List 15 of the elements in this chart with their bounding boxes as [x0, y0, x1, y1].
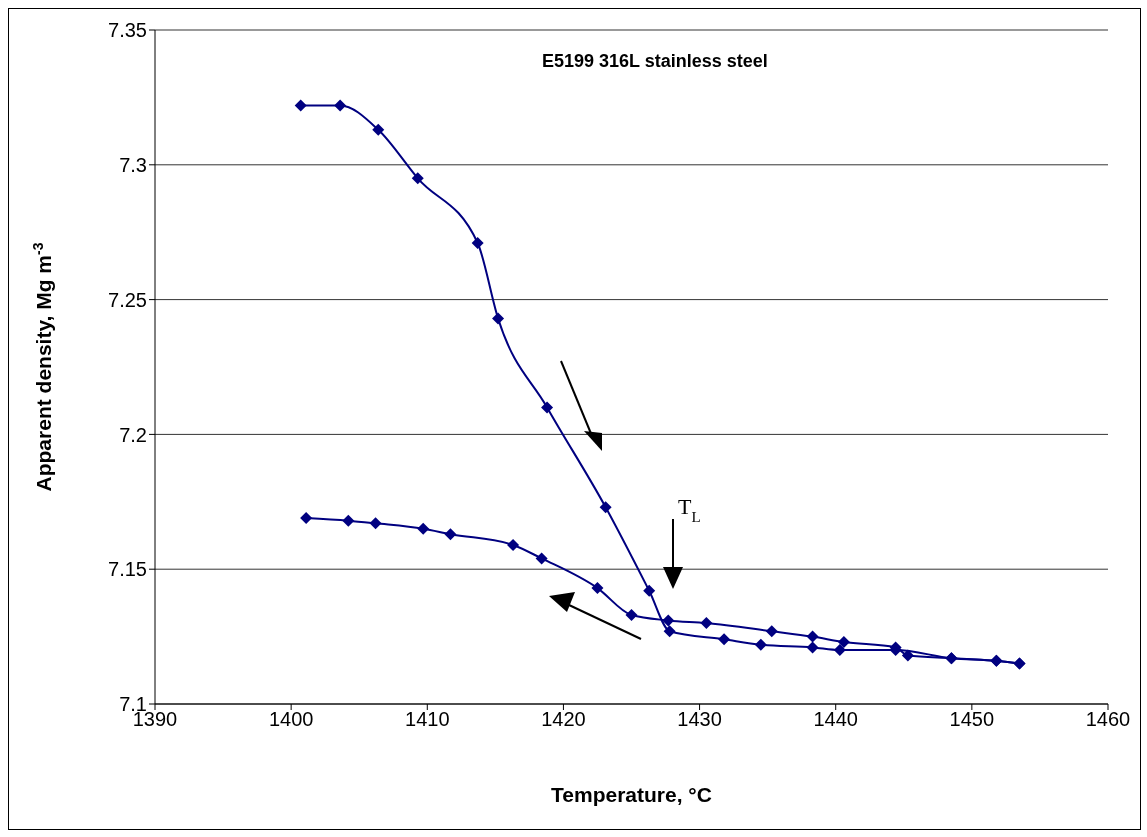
y-tick-label: 7.35: [108, 19, 147, 42]
x-tick-label: 1440: [813, 708, 858, 731]
x-tick-label: 1430: [677, 708, 722, 731]
x-tick-label: 1420: [541, 708, 586, 731]
y-tick-label: 7.3: [119, 153, 147, 176]
x-axis-title: Temperature, °C: [551, 783, 712, 806]
y-tick-label: 7.2: [119, 423, 147, 446]
text: E5199 316L stainless steel: [542, 51, 768, 72]
x-tick-label: 1460: [1085, 708, 1131, 731]
y-tick-label: 7.15: [108, 558, 147, 581]
x-tick-label: 1450: [949, 708, 995, 731]
x-tick-label: 1400: [268, 708, 314, 731]
y-tick-label: 7.25: [108, 288, 147, 311]
x-tick-label: 1410: [405, 708, 450, 731]
annotation: T$_{L}$: [678, 494, 701, 525]
